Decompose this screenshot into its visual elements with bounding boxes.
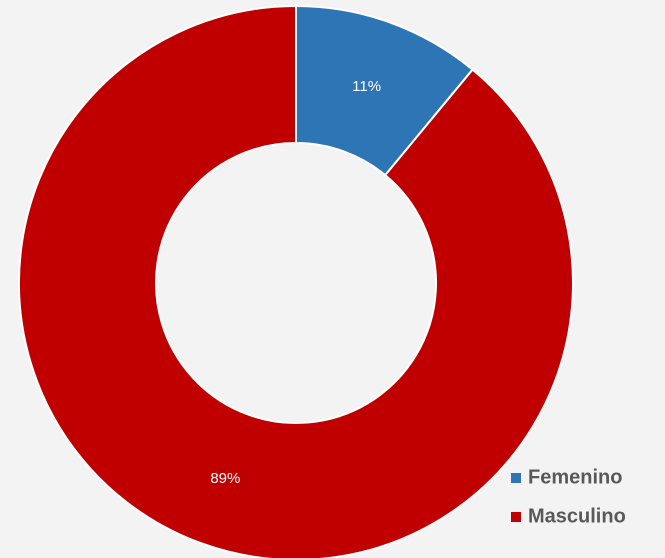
donut-slice xyxy=(18,4,574,558)
value-label: 89% xyxy=(210,470,240,487)
legend-swatch xyxy=(511,473,521,483)
legend-swatch xyxy=(511,512,521,522)
legend-label: Masculino xyxy=(528,505,626,527)
value-label: 11% xyxy=(352,78,381,95)
legend-label: Femenino xyxy=(528,466,622,488)
